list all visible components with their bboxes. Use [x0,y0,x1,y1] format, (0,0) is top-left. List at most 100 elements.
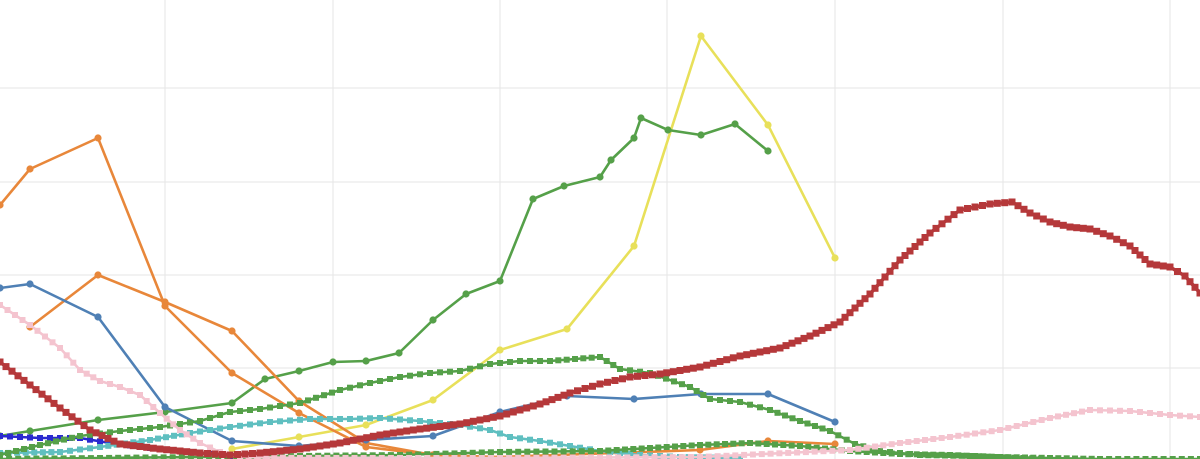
series-9-point-47 [378,455,385,459]
series-7-point-65 [603,358,610,364]
series-7-point-11 [87,431,93,438]
series-10-point-133 [866,290,874,298]
series-7-point-8 [61,436,67,443]
series-6-point-43 [397,416,403,423]
series-10-point-187 [1196,289,1200,297]
series-8-point-103 [905,451,912,458]
series-9-point-89 [758,451,765,458]
series-9-point-106 [905,439,912,445]
series-9-point-16 [117,384,123,390]
series-10-point-162 [1039,215,1047,223]
series-7-point-20 [177,421,183,427]
series-6-point-56 [527,436,533,443]
series-7-point-25 [227,409,233,415]
series-4-point-3 [161,403,169,411]
series-5-point-3 [27,434,33,441]
series-10-point-126 [830,321,838,329]
series-10-point-114 [756,348,764,356]
series-6-point-33 [297,416,303,423]
series-1-point-17 [630,134,638,142]
series-7-point-75 [687,384,693,390]
series-10-point-29 [176,447,184,455]
series-8-point-63 [569,448,576,455]
series-9-point-73 [615,454,622,459]
series-10-point-69 [449,421,457,429]
series-4-point-0 [0,284,4,292]
series-10-point-39 [249,450,256,457]
series-6-point-30 [267,419,273,425]
series-7-point-22 [197,418,203,424]
series-8-point-18 [160,454,167,459]
series-9-point-136 [1167,412,1173,418]
series-3-point-2 [161,298,169,306]
series-1-point-11 [462,290,470,298]
series-6-point-21 [179,431,185,438]
series-9-point-95 [811,448,818,455]
series-10-point-2 [8,367,16,375]
series-10-point-149 [950,211,958,219]
series-7-point-77 [700,392,707,398]
series-10-point-92 [604,378,611,386]
series-8-point-85 [755,440,762,447]
series-7-point-15 [127,427,133,433]
series-9-point-126 [1071,410,1077,417]
series-9-point-104 [888,441,895,448]
series-9-point-51 [415,455,422,459]
series-10-point-145 [926,229,934,237]
series-6-point-20 [171,432,177,439]
series-6-point-35 [317,416,323,422]
series-10-line [0,200,1200,457]
series-9-point-81 [687,454,694,459]
series-7-point-2 [13,448,19,454]
series-10-point-51 [329,440,337,448]
series-10-point-15 [86,426,94,434]
series-10-point-125 [824,324,832,332]
series-8-point-87 [772,441,778,448]
series-10-point-136 [881,273,889,281]
series-10-point-163 [1046,218,1054,226]
series-10-point-112 [743,351,751,359]
series-10-point-23 [136,443,144,450]
series-8-point-80 [713,441,720,448]
series-8-point-53 [478,449,485,456]
series-7-point-96 [860,443,867,450]
series-9-point-87 [741,451,748,458]
series-9-point-56 [460,455,467,459]
series-10-point-129 [846,309,854,317]
series-8-point-75 [672,443,678,450]
series-6-point-31 [277,418,283,425]
series-10-point-101 [669,368,677,376]
series-9 [0,302,1200,459]
series-8-point-131 [1142,456,1149,459]
series-7-point-84 [767,407,773,413]
series-6-point-37 [337,416,343,422]
series-8-point-124 [1080,455,1087,459]
series-10 [0,198,1200,459]
series-9-point-54 [442,455,449,459]
series-9-point-68 [569,454,576,459]
series-1-point-21 [731,120,739,128]
series-8-point-129 [1124,456,1131,459]
series-9-point-57 [469,455,476,459]
series-2-point-9 [696,446,704,454]
series-9-point-25 [183,431,190,438]
series-10-point-40 [256,449,264,457]
series-7-point-57 [537,358,543,364]
series-9-point-137 [1177,412,1183,419]
series-9-point-67 [560,454,567,459]
series-10-point-56 [363,434,371,442]
series-0-point-4 [496,346,504,354]
series-4-point-7 [429,432,437,440]
series-10-point-20 [116,440,124,448]
series-9-point-23 [170,421,177,428]
series-7-point-55 [517,358,523,364]
series-10-point-31 [189,448,197,456]
series-9-point-88 [749,451,756,458]
series-10-point-72 [469,417,477,425]
series-8-point-108 [947,452,953,458]
series-10-point-137 [886,267,894,275]
series-10-point-74 [483,415,491,423]
series-6-point-27 [237,422,243,429]
series-10-point-172 [1106,232,1114,240]
series-10-point-7 [38,390,46,398]
